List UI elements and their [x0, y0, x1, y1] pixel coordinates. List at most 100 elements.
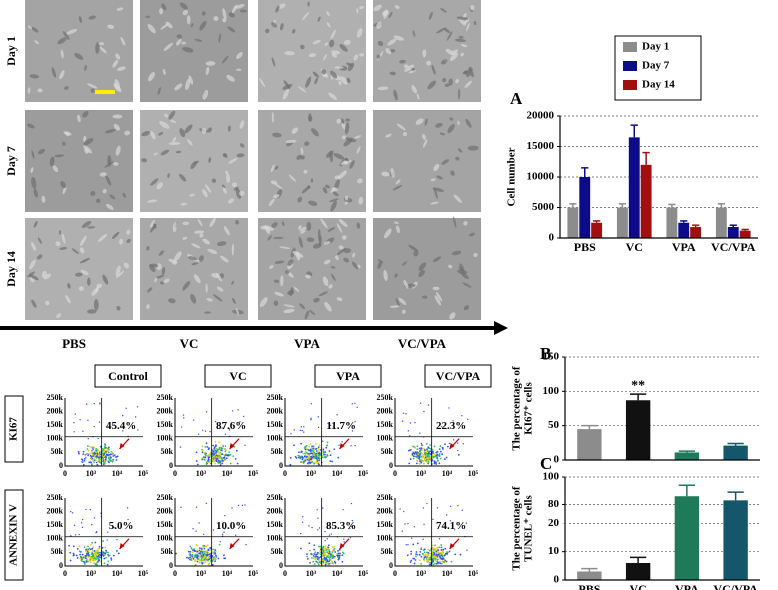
percentage: 85.3%: [326, 520, 356, 532]
cell: [312, 71, 319, 78]
y-tick-label: 250k: [267, 393, 284, 402]
cell: [115, 53, 121, 60]
cell: [307, 185, 311, 189]
bar: [616, 207, 628, 238]
event-dot: [84, 456, 87, 459]
event-dot: [425, 459, 427, 462]
event-dot: [422, 460, 425, 462]
event-dot: [435, 456, 438, 459]
event-dot: [223, 557, 225, 560]
event-dot: [94, 555, 97, 558]
y-tick-label: 5000: [532, 201, 555, 213]
event-dot: [425, 554, 428, 557]
event-dot: [437, 561, 439, 564]
cell: [227, 125, 231, 132]
event-dot: [448, 550, 451, 553]
cell: [161, 3, 167, 11]
event-dot: [203, 451, 206, 454]
event-dot: [81, 553, 84, 556]
event-dot: [304, 452, 306, 455]
cell: [305, 274, 311, 279]
cell: [268, 198, 275, 207]
event-dot: [415, 555, 417, 558]
cell: [456, 16, 469, 21]
event-dot: [96, 448, 99, 451]
event-dot: [208, 562, 211, 565]
event-dot: [214, 462, 216, 465]
cell: [205, 66, 210, 75]
event-dot: [418, 453, 421, 456]
event-dot: [310, 458, 313, 461]
event-dot: [113, 424, 115, 426]
event-dot: [433, 462, 436, 465]
event-dot: [338, 548, 341, 551]
cell: [84, 148, 89, 154]
event-dot: [221, 448, 223, 450]
cell: [464, 80, 472, 88]
event-dot: [441, 453, 444, 456]
cell: [451, 250, 462, 256]
event-dot: [75, 554, 78, 557]
cell: [330, 266, 336, 269]
cell: [310, 178, 314, 183]
event-dot: [437, 459, 439, 462]
event-dot: [308, 461, 310, 463]
cell: [418, 262, 427, 271]
event-dot: [439, 450, 442, 453]
event-dot: [221, 427, 223, 429]
y-tick-label: 200k: [267, 506, 284, 515]
event-dot: [310, 417, 312, 420]
event-dot: [331, 556, 334, 558]
cell: [457, 148, 463, 153]
flow-plot: [73, 402, 139, 466]
event-dot: [445, 552, 448, 555]
cell: [358, 196, 364, 205]
cell: [82, 111, 89, 118]
cell: [120, 36, 126, 46]
cell: [65, 295, 71, 304]
cell: [387, 38, 397, 46]
event-dot: [305, 444, 308, 447]
cell: [422, 133, 426, 141]
column-label: VC: [180, 336, 199, 351]
event-dot: [190, 547, 193, 550]
event-dot: [93, 402, 95, 405]
event-dot: [330, 562, 332, 565]
event-dot: [319, 449, 322, 451]
event-dot: [327, 546, 329, 549]
event-dot: [189, 545, 191, 547]
cell: [398, 297, 407, 305]
event-dot: [444, 547, 447, 550]
cell: [163, 278, 170, 283]
cell: [449, 117, 454, 121]
cell: [270, 164, 275, 173]
event-dot: [91, 446, 93, 448]
cell: [179, 173, 187, 182]
event-dot: [420, 442, 423, 445]
cell: [349, 160, 355, 169]
event-dot: [441, 556, 444, 559]
cell: [453, 194, 462, 204]
event-dot: [73, 524, 76, 527]
x-tick-label: 10³: [306, 469, 317, 478]
event-dot: [77, 451, 80, 453]
event-dot: [195, 553, 197, 556]
event-dot: [421, 452, 423, 455]
cell: [396, 123, 406, 131]
event-dot: [108, 422, 110, 424]
y-tick-label: 0: [279, 561, 283, 570]
row-label-box: [4, 395, 24, 463]
event-dot: [210, 547, 212, 550]
event-dot: [97, 559, 100, 562]
cell: [37, 254, 43, 260]
event-dot: [300, 442, 303, 445]
y-tick-label: 50k: [161, 447, 174, 456]
event-dot: [440, 425, 443, 428]
x-tick-label: VC: [629, 582, 646, 590]
x-tick-label: 10⁵: [468, 569, 479, 578]
bar: [666, 207, 678, 238]
event-dot: [423, 449, 426, 451]
event-dot: [102, 540, 104, 542]
event-dot: [205, 502, 207, 505]
event-dot: [103, 449, 106, 452]
